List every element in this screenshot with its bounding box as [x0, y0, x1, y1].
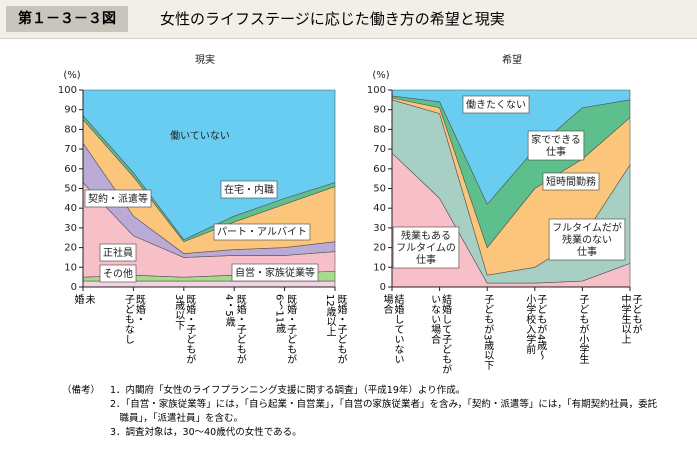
y-tick-label: 50 [373, 184, 386, 195]
legend-label: パート・アルバイト [217, 226, 307, 238]
y-tick-label: 10 [64, 262, 77, 273]
y-tick-label: 30 [373, 223, 386, 234]
y-tick-label: 100 [367, 85, 386, 96]
y-tick-label: 100 [58, 85, 77, 96]
y-tick-label: 90 [373, 105, 386, 116]
legend-box [220, 180, 278, 199]
note: 3．調査対象は，30～40歳代の女性である。 [110, 427, 302, 438]
y-unit: (%) [63, 70, 80, 81]
legend-label: その他 [103, 267, 133, 280]
y-tick-label: 70 [64, 144, 77, 155]
legend-box [231, 263, 319, 282]
legend-label: 家でできる仕事 [531, 133, 581, 158]
areas [82, 89, 336, 288]
area [82, 89, 336, 241]
y-tick-label: 0 [380, 282, 386, 293]
legend-box [462, 95, 530, 114]
x-tick-label: 子どもが4歳～ 小学校入学前 [523, 294, 546, 361]
notes-label: （備考） [62, 385, 101, 396]
chart-title: 希望 [502, 53, 522, 66]
legend-box [542, 172, 600, 191]
chart-title: 現実 [195, 53, 215, 66]
legend-box [84, 189, 152, 208]
x-tick-label: 子どもが 中学生以上 [619, 294, 641, 344]
figure-number: 第１－３－３図 [6, 6, 128, 32]
legend-label: 働きたくない [466, 98, 526, 111]
y-tick-label: 0 [71, 282, 77, 293]
note: 2．「自営・家族従業等」には，「自ら起業・自営業」，「自営の家族従業者」を含み，… [110, 399, 658, 424]
note: 1．内閣府「女性のライフプランニング支援に関する調査」（平成19年）より作成。 [110, 385, 466, 396]
y-tick-label: 70 [373, 144, 386, 155]
x-tick-label: 未 婚 [72, 294, 94, 304]
y-tick-label: 60 [373, 164, 386, 175]
y-tick-label: 20 [373, 243, 386, 254]
legend-label: 残業もあるフルタイムの仕事 [396, 229, 456, 266]
x-tick-label: 既婚・子どもが 12歳以上 [324, 294, 346, 364]
legend-box [213, 223, 311, 241]
x-tick-label: 既婚・子どもが 6～11歳 [273, 294, 296, 364]
y-unit: (%) [372, 70, 389, 81]
x-tick-label: 既婚・子どもが 3歳以下 [172, 294, 195, 364]
y-tick-label: 10 [373, 262, 386, 273]
legend-box [99, 243, 137, 262]
legend-label: 契約・派遣等 [88, 192, 148, 205]
x-tick-label: 結婚していない 場合 [381, 294, 403, 364]
x-tick-label: 子どもが小学生 [576, 294, 588, 364]
x-tick-label: 子どもが3歳以下 [481, 294, 493, 371]
legend-box [548, 218, 626, 261]
legend-box [527, 130, 585, 161]
legend-label: 自営・家族従業等 [235, 266, 315, 279]
figure-title: 女性のライフステージに応じた働き方の希望と現実 [160, 10, 505, 28]
legend-box [392, 226, 460, 269]
area [391, 89, 631, 205]
x-tick-label: 既婚・ 子どもなし [122, 294, 145, 344]
legend-label: 在宅・内職 [224, 183, 274, 196]
y-tick-label: 80 [64, 124, 77, 135]
y-tick-label: 40 [373, 203, 386, 214]
y-tick-label: 90 [64, 105, 77, 116]
y-tick-label: 20 [64, 243, 77, 254]
y-tick-label: 80 [373, 124, 386, 135]
x-tick-label: 結婚して子どもが いない場合 [428, 294, 451, 374]
y-tick-label: 50 [64, 184, 77, 195]
notes: （備考） 1．内閣府「女性のライフプランニング支援に関する調査」（平成19年）よ… [62, 384, 662, 440]
y-tick-label: 60 [64, 164, 77, 175]
y-tick-label: 40 [64, 203, 77, 214]
legend-label: 正社員 [103, 246, 133, 259]
legend-label: フルタイムだが残業のない仕事 [552, 221, 622, 258]
y-tick-label: 30 [64, 223, 77, 234]
legend-label: 働いていない [170, 129, 230, 142]
header: 第１－３－３図 女性のライフステージに応じた働き方の希望と現実 [0, 0, 697, 39]
x-tick-label: 既婚・子どもが 4・5歳 [223, 294, 246, 364]
legend-box [99, 264, 137, 283]
legend-label: 短時間勤務 [546, 175, 596, 188]
